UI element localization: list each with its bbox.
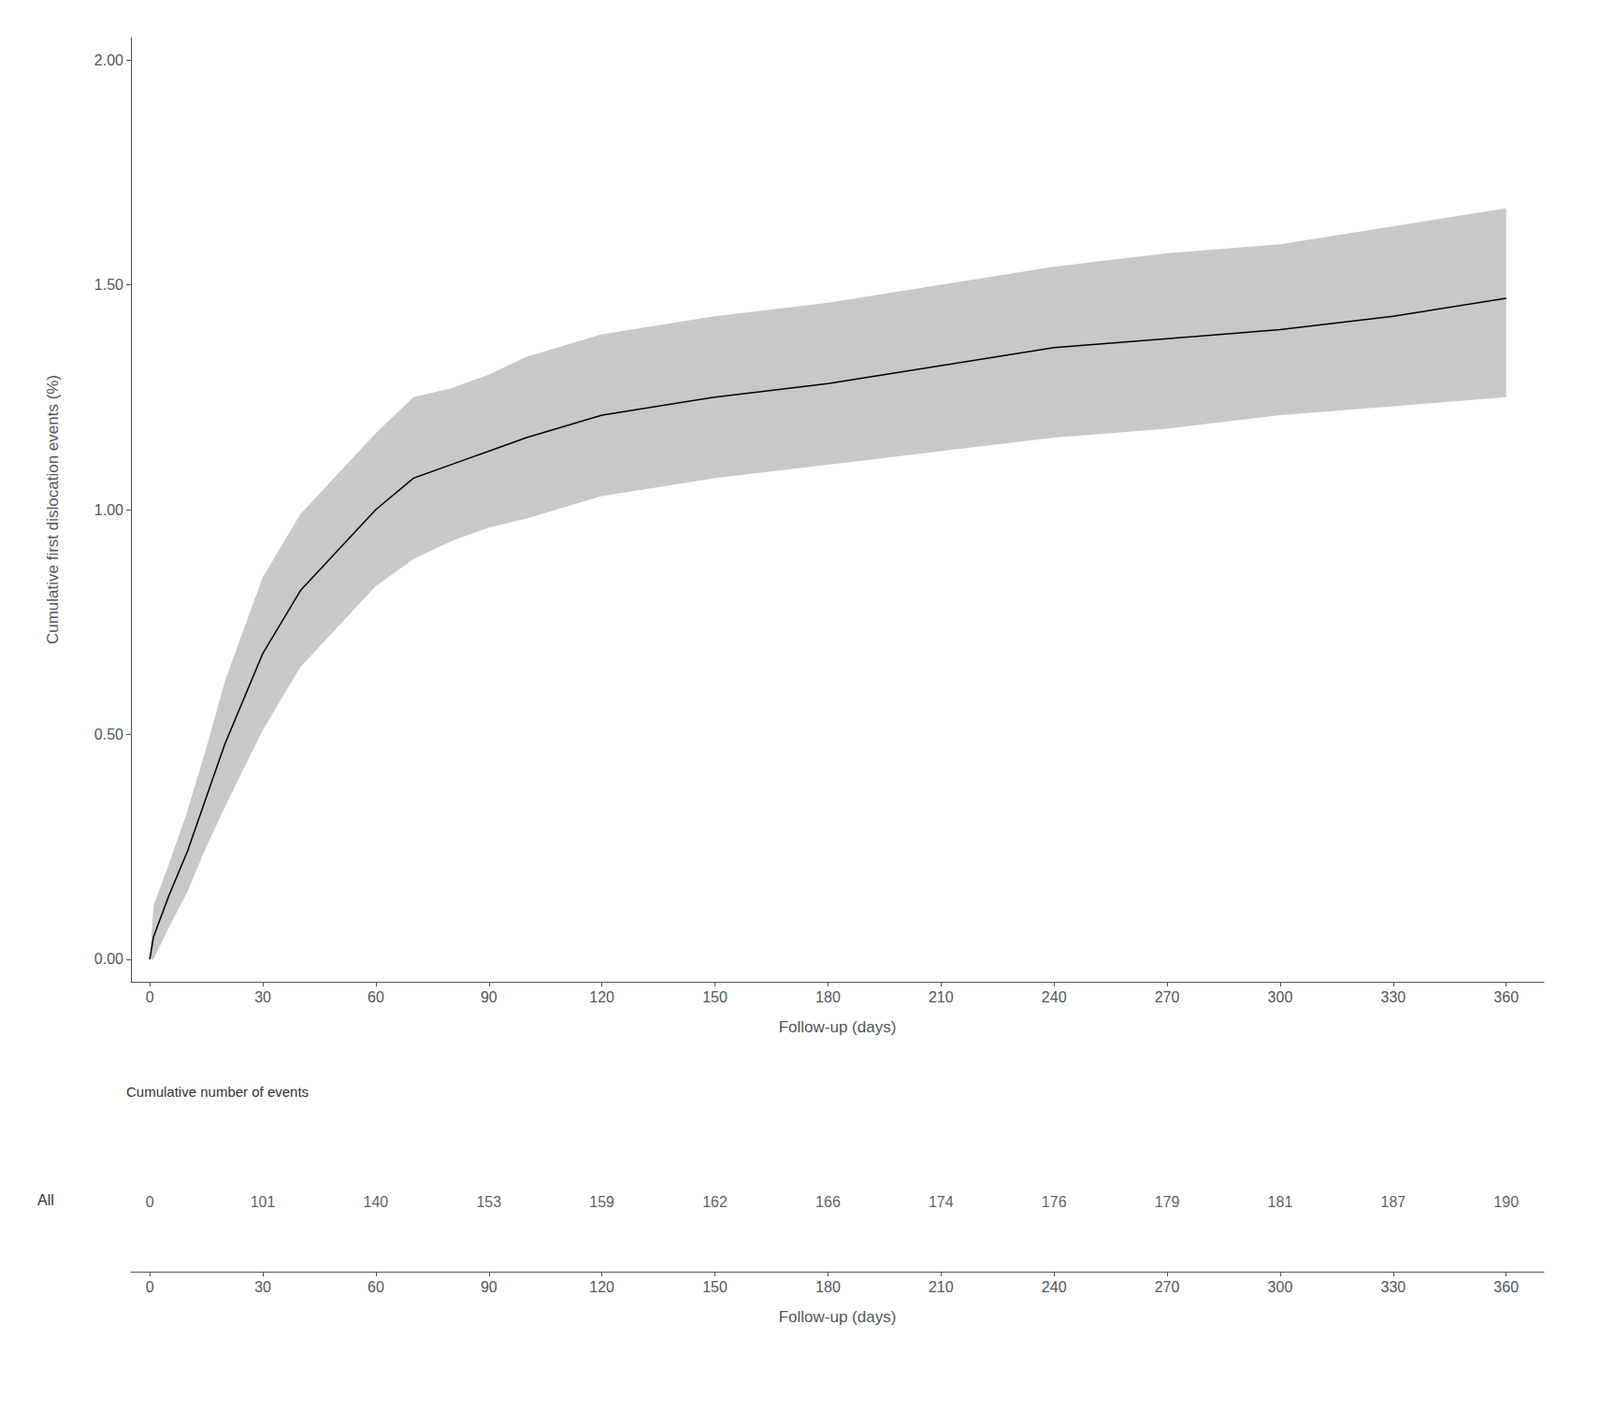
svg-text:60: 60 [367,989,385,1006]
svg-text:330: 330 [1380,989,1406,1006]
svg-text:150: 150 [702,1279,728,1296]
svg-text:190: 190 [1493,1194,1519,1211]
svg-text:179: 179 [1154,1194,1181,1211]
svg-text:181: 181 [1268,1194,1294,1211]
svg-text:270: 270 [1154,989,1181,1006]
svg-text:0: 0 [145,1279,155,1296]
svg-text:176: 176 [1041,1194,1067,1211]
svg-text:187: 187 [1380,1194,1406,1211]
svg-text:30: 30 [254,989,272,1006]
svg-text:Follow-up (days): Follow-up (days) [778,1018,897,1037]
svg-text:300: 300 [1268,1279,1294,1296]
svg-text:210: 210 [928,989,954,1006]
svg-text:1.00: 1.00 [94,502,124,519]
svg-text:159: 159 [589,1194,615,1211]
svg-text:240: 240 [1041,989,1067,1006]
svg-text:0: 0 [145,989,155,1006]
svg-text:Follow-up (days): Follow-up (days) [778,1308,897,1327]
svg-text:360: 360 [1493,989,1519,1006]
svg-text:101: 101 [250,1194,276,1211]
svg-text:30: 30 [254,1279,272,1296]
svg-text:162: 162 [702,1194,728,1211]
svg-text:360: 360 [1493,1279,1519,1296]
svg-text:180: 180 [815,989,841,1006]
svg-text:0: 0 [145,1194,155,1211]
svg-text:180: 180 [815,1279,841,1296]
svg-text:2.00: 2.00 [94,52,124,69]
svg-text:166: 166 [815,1194,841,1211]
svg-text:90: 90 [480,1279,498,1296]
svg-text:0.50: 0.50 [94,726,124,743]
svg-text:120: 120 [589,1279,615,1296]
svg-text:153: 153 [475,1194,502,1211]
svg-text:150: 150 [702,989,728,1006]
svg-text:300: 300 [1268,989,1294,1006]
svg-text:330: 330 [1380,1279,1406,1296]
svg-text:90: 90 [480,989,498,1006]
svg-text:Cumulative number of events: Cumulative number of events [126,1083,309,1100]
svg-text:0.00: 0.00 [94,951,124,967]
svg-text:270: 270 [1154,1279,1181,1296]
svg-text:60: 60 [367,1279,385,1296]
svg-text:All: All [37,1192,55,1209]
svg-text:174: 174 [928,1194,954,1211]
svg-text:140: 140 [363,1194,390,1211]
svg-text:120: 120 [589,989,615,1006]
svg-text:210: 210 [928,1279,954,1296]
svg-text:Cumulative first dislocation e: Cumulative first dislocation events (%) [43,374,62,645]
svg-text:1.50: 1.50 [94,276,124,293]
svg-text:240: 240 [1041,1279,1067,1296]
